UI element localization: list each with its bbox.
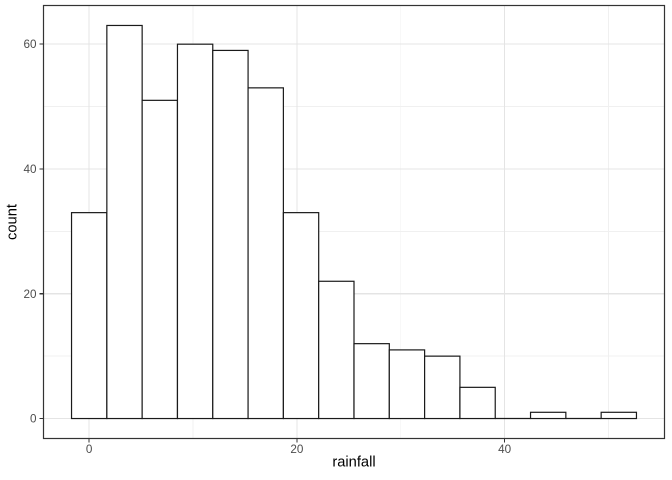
histogram-bar (318, 280, 355, 420)
histogram-bar (459, 386, 496, 420)
histogram-bar (70, 212, 108, 420)
y-tick-label: 40 (23, 163, 37, 176)
x-tick-label: 20 (290, 443, 304, 456)
axis-tick-marks (39, 43, 506, 443)
histogram-bars (70, 24, 638, 420)
histogram-bar (529, 411, 567, 420)
y-tick-label: 0 (30, 413, 37, 426)
x-tick-label: 0 (86, 443, 93, 456)
histogram-bar (212, 49, 249, 420)
histogram-bar (424, 355, 461, 420)
x-axis-title: rainfall (332, 455, 375, 471)
histogram-bar (176, 43, 214, 420)
y-tick-label: 60 (23, 38, 37, 51)
histogram-bar (106, 24, 143, 420)
y-axis-title: count (5, 204, 21, 240)
panel-border (42, 4, 666, 440)
histogram-bar (600, 411, 638, 420)
y-tick-label: 20 (23, 288, 37, 301)
histogram-bar (388, 349, 426, 420)
y-axis-tick-labels: 0 20 40 60 (23, 38, 37, 425)
histogram-bar (247, 87, 284, 420)
histogram-bar (353, 343, 390, 420)
x-tick-label: 40 (498, 443, 512, 456)
x-axis-tick-labels: 0 20 40 (86, 443, 512, 456)
histogram-bar (282, 212, 320, 420)
histogram-bar (141, 99, 179, 420)
